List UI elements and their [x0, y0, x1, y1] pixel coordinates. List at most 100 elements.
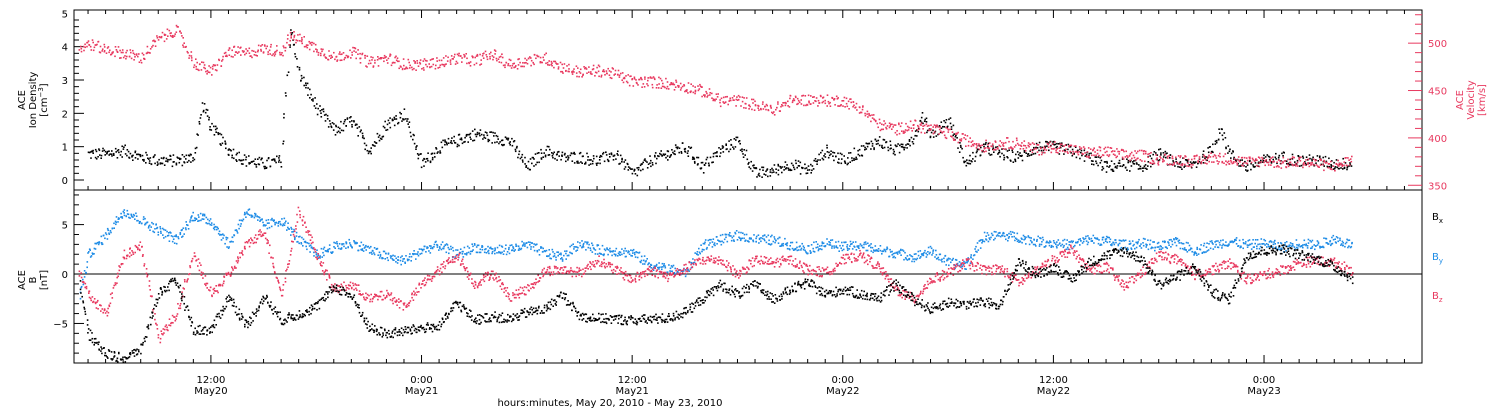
by-point [399, 259, 402, 262]
velocity-point [1200, 160, 1203, 163]
density-point [595, 155, 598, 158]
density-point [409, 131, 412, 134]
by-point [430, 247, 432, 250]
by-point [548, 255, 550, 257]
density-point [211, 122, 213, 125]
density-point [964, 160, 967, 163]
density-point [1121, 165, 1123, 168]
density-point [468, 133, 471, 136]
by-point [203, 214, 206, 217]
density-point [669, 155, 672, 157]
by-point [343, 245, 345, 248]
by-point [708, 244, 710, 246]
velocity-point [140, 61, 143, 64]
by-point [920, 253, 923, 255]
by-point [1045, 245, 1047, 247]
density-point [722, 146, 725, 148]
velocity-point [940, 130, 942, 133]
velocity-point [1260, 161, 1262, 163]
velocity-point [472, 56, 474, 58]
by-point [485, 252, 488, 254]
density-point [511, 137, 513, 140]
by-point [332, 251, 334, 253]
density-point [602, 151, 605, 154]
velocity-point [745, 103, 747, 105]
density-point [340, 120, 342, 123]
density-point [117, 149, 120, 151]
velocity-point [145, 52, 148, 55]
velocity-point [361, 53, 363, 56]
velocity-point [778, 110, 781, 112]
by-point [431, 246, 434, 249]
density-point [282, 142, 284, 145]
velocity-point [588, 71, 590, 73]
density-point [1059, 146, 1062, 149]
density-point [1179, 161, 1182, 163]
velocity-point [854, 106, 857, 109]
density-point [853, 157, 855, 160]
density-point [219, 143, 221, 145]
velocity-point [1289, 161, 1292, 164]
by-point [1008, 236, 1010, 238]
by-point [566, 254, 569, 257]
by-point [306, 248, 308, 251]
density-point [899, 144, 901, 147]
by-point [574, 246, 577, 248]
density-point [1344, 162, 1347, 164]
density-point [715, 155, 718, 157]
velocity-point [846, 105, 849, 108]
density-point [577, 160, 579, 163]
density-point [657, 155, 659, 157]
density-point [100, 157, 102, 159]
by-point [1130, 248, 1133, 250]
velocity-point [568, 70, 570, 73]
velocity-point [1135, 159, 1137, 161]
by-point [721, 240, 723, 243]
by-point [221, 234, 223, 236]
by-point [579, 242, 581, 244]
density-point [115, 151, 117, 153]
velocity-point [675, 81, 678, 83]
by-point [786, 244, 788, 247]
by-point [613, 253, 616, 255]
density-point [469, 136, 471, 139]
density-point [882, 138, 885, 141]
density-point [383, 126, 386, 129]
velocity-point [1282, 161, 1284, 164]
density-point [429, 160, 432, 163]
density-point [453, 140, 455, 142]
by-point [1195, 252, 1198, 255]
density-point [762, 169, 764, 171]
magnetic-field-panel: −505 ACE B [nT] Bx By Bz [17, 189, 1443, 364]
density-point [916, 135, 918, 137]
by-point [638, 251, 641, 254]
velocity-point [1236, 162, 1238, 165]
density-point [616, 153, 618, 155]
density-point [597, 162, 599, 164]
by-point [1065, 243, 1068, 245]
density-velocity-marks [78, 24, 1353, 178]
velocity-point [546, 61, 549, 64]
velocity-point [414, 61, 416, 63]
velocity-point [495, 57, 498, 60]
density-point [440, 141, 443, 144]
velocity-point [1190, 163, 1192, 166]
density-point [194, 147, 197, 150]
by-point [594, 249, 597, 251]
by-point [863, 243, 865, 246]
by-point [1085, 240, 1088, 242]
by-point [593, 248, 595, 250]
density-point [631, 168, 633, 170]
by-point [171, 240, 174, 243]
velocity-point [1300, 156, 1302, 158]
velocity-point [517, 64, 520, 66]
velocity-point [576, 75, 578, 78]
velocity-point [762, 101, 764, 103]
velocity-point [1258, 165, 1261, 168]
by-point [800, 249, 802, 251]
velocity-point [722, 101, 724, 103]
density-point [231, 154, 233, 157]
by-point [126, 213, 129, 215]
by-point [285, 220, 287, 223]
by-point [1109, 238, 1112, 241]
